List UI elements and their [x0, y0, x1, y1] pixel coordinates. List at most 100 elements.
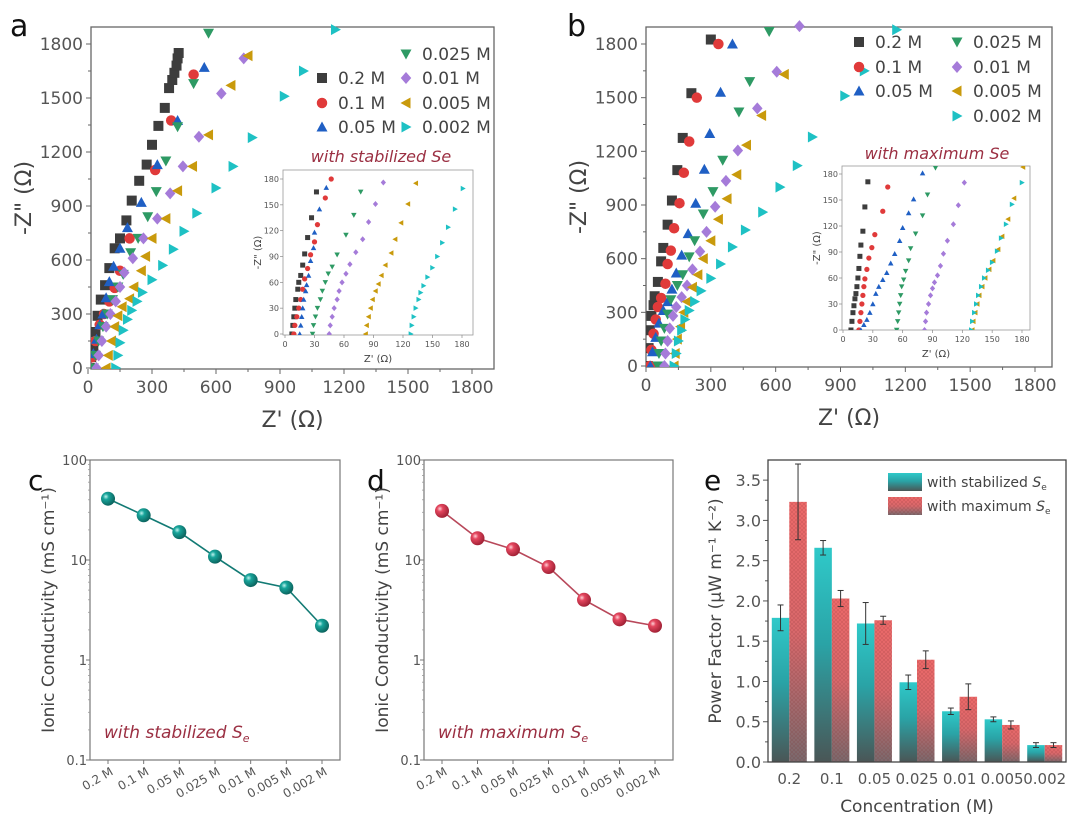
bar-hatch-0-025 — [917, 659, 935, 762]
inset-data-point — [1011, 195, 1017, 202]
data-point-0-05-m — [506, 542, 520, 557]
data-point — [676, 249, 688, 260]
inset-data-point — [955, 202, 961, 209]
data-point — [137, 286, 148, 298]
inset-series-0-2-m — [848, 179, 871, 330]
data-point — [121, 215, 132, 226]
legend-marker-0-005-m — [951, 85, 962, 97]
data-point — [656, 256, 667, 267]
inset-data-point — [351, 212, 357, 218]
data-point — [164, 83, 175, 94]
y-tick-label: 1200 — [40, 143, 83, 163]
data-point — [733, 107, 745, 118]
inset-data-point — [1020, 166, 1026, 170]
data-point — [138, 232, 149, 245]
data-point — [740, 139, 751, 151]
data-point — [694, 245, 706, 258]
data-point — [114, 242, 126, 253]
plot-frame — [89, 459, 341, 761]
inset-series-0-005-m — [362, 180, 419, 335]
inset-data-point — [923, 309, 930, 316]
data-point — [298, 65, 309, 77]
data-point-0-005-m — [279, 580, 294, 595]
inset-data-point — [848, 327, 854, 330]
bar-hatch-0-2 — [789, 501, 807, 762]
legend-label-0-1-m: 0.1 M — [875, 58, 922, 78]
data-point — [173, 48, 184, 58]
data-point-0-2-m — [435, 503, 449, 518]
legend: 0.2 M 0.1 M 0.05 M 0.025 M 0.01 M 0.005 M 0.00… — [853, 33, 1042, 127]
inset-data-point — [905, 258, 912, 264]
inset-data-point — [894, 319, 901, 325]
legend-label-0-05-m: 0.05 M — [875, 82, 933, 102]
inset-data-point — [392, 236, 398, 243]
inset-x-tick-label: 150 — [985, 335, 1000, 344]
inset-data-point — [897, 293, 904, 299]
y-tick-label: 100 — [396, 454, 421, 469]
inset-data-point — [989, 259, 995, 266]
bar-hatch-0-002 — [1044, 745, 1063, 762]
series-0-002-m — [111, 24, 341, 369]
x-axis-title: Z' (Ω) — [261, 408, 323, 433]
y-tick-label: 300 — [606, 303, 638, 323]
inset-x-tick-label: 30 — [309, 340, 319, 349]
inset-data-point — [329, 313, 335, 320]
y-tick-label: 1.5 — [736, 632, 761, 651]
inset-series-0-05-m — [297, 184, 330, 335]
legend-label-0-025-m: 0.025 M — [422, 45, 491, 65]
data-point — [659, 360, 670, 367]
inset-x-tick-label: 150 — [425, 340, 440, 349]
data-point — [840, 90, 851, 102]
inset-data-point — [430, 264, 436, 271]
inset-data-point — [859, 301, 865, 307]
inset-data-point — [899, 224, 906, 230]
data-point — [662, 219, 673, 230]
inset-data-point — [910, 196, 917, 202]
annotation-subscript: e — [581, 732, 588, 745]
x-tick-label: 1200 — [884, 376, 927, 396]
data-point — [705, 34, 716, 45]
data-point — [701, 225, 712, 238]
data-point — [763, 26, 775, 37]
inset-data-point — [295, 286, 301, 292]
inset-data-point — [322, 195, 328, 201]
data-point — [690, 197, 702, 208]
inset-data-point — [853, 291, 859, 297]
data-point — [652, 301, 664, 313]
data-point — [102, 349, 113, 361]
inset-data-point — [919, 170, 926, 176]
inset-data-point — [970, 318, 976, 325]
inset-data-point — [327, 322, 333, 329]
data-point — [680, 313, 691, 325]
inset-data-point — [861, 284, 867, 290]
inset-x-tick-label: 60 — [898, 335, 908, 344]
legend-subscript: e — [1045, 507, 1051, 517]
inset-plot: 0 30 60 90 120 150 180 0 30 60 90 120 150 180 Z' (Ω) -Z… — [812, 165, 1031, 360]
y-tick-label: 2.0 — [736, 592, 761, 611]
data-point — [684, 305, 695, 317]
inset-y-tick-label: 60 — [828, 274, 838, 283]
inset-data-point — [887, 260, 894, 266]
data-point — [114, 281, 126, 293]
data-point — [674, 197, 685, 209]
inset-data-point — [924, 192, 931, 198]
x-axis-title: Concentration (M) — [840, 797, 994, 817]
data-point — [216, 87, 227, 100]
data-point — [188, 79, 200, 90]
data-point — [716, 258, 727, 270]
data-point — [662, 258, 673, 270]
inset-data-point — [931, 279, 938, 286]
inset-data-point — [1019, 179, 1025, 186]
y-tick-label: 1.0 — [736, 672, 761, 691]
data-point — [228, 160, 239, 172]
bar-with-stabilized-s-0-005 — [984, 719, 1003, 762]
inset-data-point — [367, 305, 373, 311]
data-point — [124, 293, 135, 305]
legend-label-0-2-m: 0.2 M — [875, 33, 922, 53]
data-point — [670, 267, 682, 278]
inset-data-point — [331, 305, 337, 312]
inset-data-point — [898, 284, 905, 290]
x-tick-label: 600 — [759, 376, 791, 396]
data-point — [726, 38, 738, 49]
